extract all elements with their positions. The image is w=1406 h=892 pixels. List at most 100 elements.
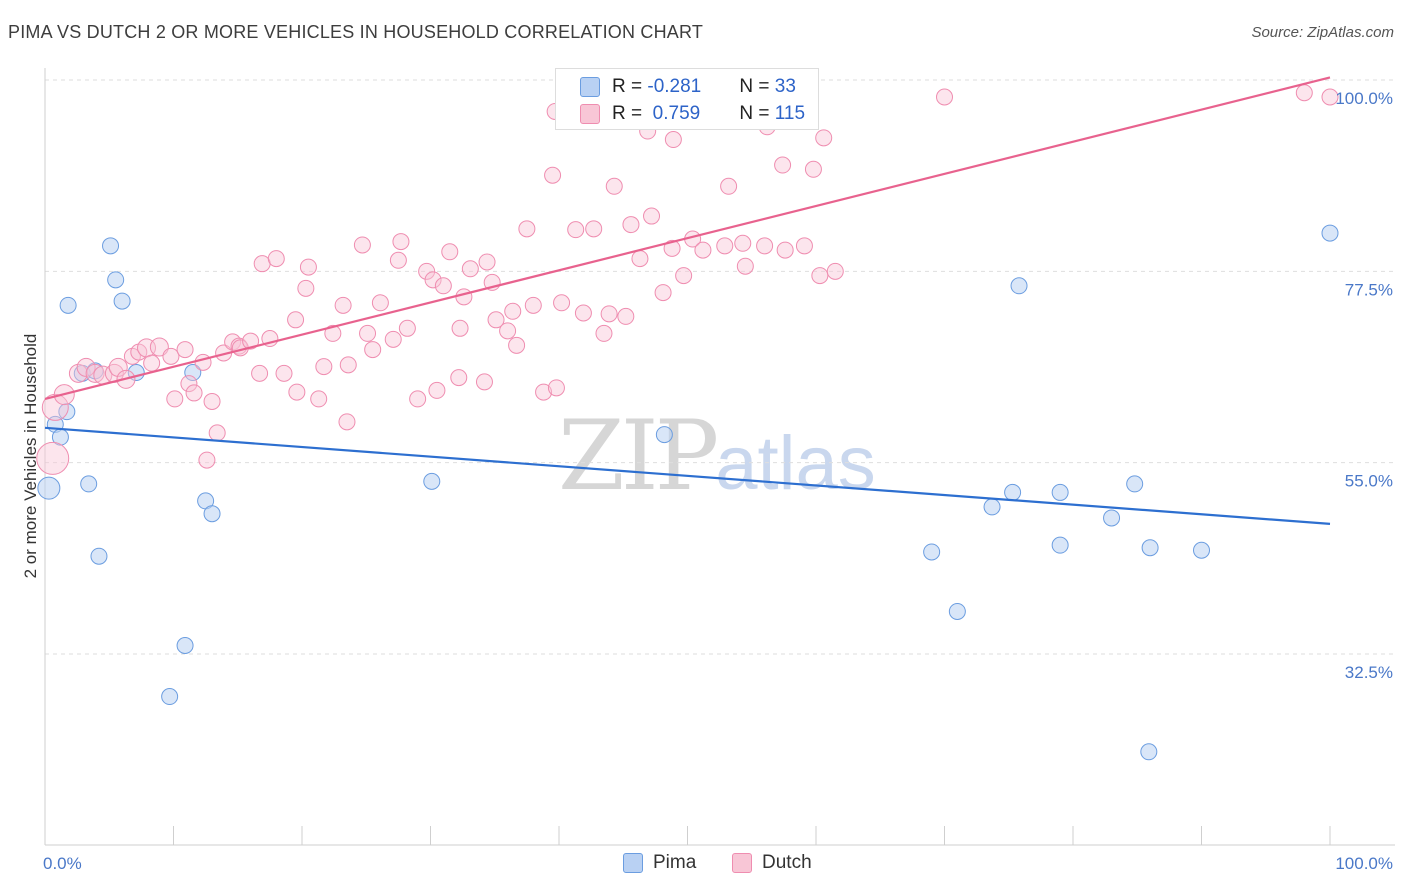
dutch-point (162, 347, 180, 365)
dutch-point (804, 160, 822, 178)
pima-point (1004, 483, 1022, 501)
dutch-point (36, 441, 70, 475)
pima-legend-swatch-icon (623, 853, 643, 873)
dutch-point (275, 364, 293, 382)
pima-point (113, 292, 131, 310)
pima-point (1051, 536, 1069, 554)
dutch-point (518, 220, 536, 238)
dutch-point (936, 88, 953, 106)
pima-n-value: 33 (774, 76, 796, 97)
dutch-point (631, 250, 649, 268)
pima-point (90, 547, 108, 565)
dutch-legend-swatch-icon (732, 853, 752, 873)
n-label: N = (739, 103, 775, 124)
pima-point (80, 475, 98, 493)
dutch-point (595, 324, 613, 342)
dutch-point (85, 363, 105, 383)
pima-point (59, 296, 77, 314)
dutch-point (409, 390, 427, 408)
dutch-point (287, 311, 305, 329)
dutch-point (324, 324, 342, 342)
y-tick-label: 55.0% (1345, 472, 1393, 491)
pima-point (1010, 277, 1028, 295)
dutch-point (384, 330, 402, 348)
dutch-point (41, 393, 69, 421)
dutch-point (600, 305, 618, 323)
pima-point (1051, 483, 1069, 501)
chart-source: Source: ZipAtlas.com (1251, 24, 1394, 41)
dutch-point (441, 243, 459, 261)
dutch-point (267, 250, 285, 268)
dutch-point (643, 207, 661, 225)
dutch-point (664, 131, 682, 149)
pima-trendline (44, 426, 1331, 525)
y-axis-label: 2 or more Vehicles in Household (21, 334, 40, 579)
pima-point (107, 271, 125, 289)
dutch-point (299, 258, 317, 276)
x-tick-label: 0.0% (43, 854, 82, 873)
dutch-point (418, 262, 436, 280)
dutch-point (434, 277, 452, 295)
dutch-point (359, 324, 377, 342)
dutch-point (815, 129, 833, 147)
chart-title: PIMA VS DUTCH 2 OR MORE VEHICLES IN HOUS… (8, 22, 704, 42)
dutch-point (461, 260, 479, 278)
legend-item-dutch[interactable]: Dutch (732, 852, 812, 874)
dutch-point (1321, 88, 1339, 106)
trendlines (44, 76, 1331, 525)
n-label: N = (739, 76, 775, 97)
pima-point (655, 426, 673, 444)
dutch-point (499, 322, 517, 340)
stats-legend: R = -0.281 N = 33 R = 0.759 N = 115 (555, 68, 819, 130)
dutch-point (776, 241, 794, 259)
dutch-point (654, 284, 672, 302)
dutch-point (339, 356, 357, 374)
dutch-point (68, 363, 88, 383)
r-label: R = (612, 76, 648, 97)
legend-label-pima: Pima (653, 852, 697, 873)
legend-row-dutch: R = 0.759 N = 115 (580, 101, 805, 127)
dutch-point (508, 336, 526, 354)
dutch-point (297, 279, 315, 297)
tick-labels: 100.0% 77.5% 55.0% 32.5% 0.0% 100.0% (43, 89, 1393, 873)
dutch-point (574, 304, 592, 322)
pima-point (1126, 475, 1144, 493)
pima-point (176, 636, 194, 654)
pima-point (1193, 541, 1210, 559)
x-tick-label: 100.0% (1335, 854, 1393, 873)
pima-point (102, 237, 120, 255)
dutch-point (694, 241, 712, 259)
pima-r-value: -0.281 (647, 76, 702, 97)
dutch-point (371, 294, 389, 312)
dutch-point (605, 177, 623, 195)
dutch-point (475, 373, 493, 391)
dutch-point (176, 341, 194, 359)
pima-point (923, 543, 941, 561)
pima-point (423, 472, 441, 490)
dutch-point (185, 384, 203, 402)
dutch-point (203, 392, 221, 410)
dutch-point (774, 156, 792, 174)
pima-point (184, 364, 202, 382)
dutch-point (364, 341, 382, 359)
legend-item-pima[interactable]: Pima (623, 852, 696, 874)
dutch-point (720, 177, 738, 195)
pima-point (983, 498, 1001, 516)
dutch-point (338, 413, 356, 431)
dutch-point (198, 451, 216, 469)
dutch-r-value: 0.759 (647, 103, 701, 124)
dutch-point (535, 383, 553, 401)
dutch-point (451, 319, 469, 337)
dutch-point (622, 216, 640, 234)
dutch-point (166, 390, 184, 408)
dutch-swatch-icon (580, 104, 600, 124)
dutch-point (675, 267, 693, 285)
dutch-point (242, 332, 260, 350)
legend-row-pima: R = -0.281 N = 33 (580, 74, 796, 100)
dutch-point (251, 364, 269, 382)
dutch-point (208, 424, 226, 442)
dutch-point (585, 220, 603, 238)
pima-point (37, 476, 61, 500)
dutch-point (315, 358, 333, 376)
y-tick-label: 77.5% (1345, 280, 1393, 299)
